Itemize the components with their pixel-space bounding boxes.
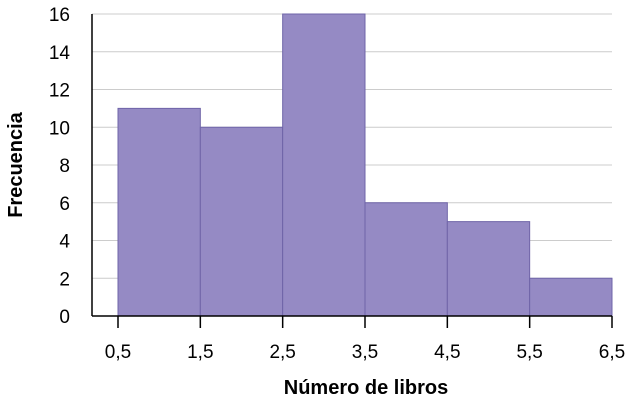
x-axis-title: Número de libros xyxy=(284,377,448,399)
x-tick-label: 4,5 xyxy=(434,342,460,363)
y-tick-label: 16 xyxy=(49,5,70,26)
x-tick-label: 1,5 xyxy=(187,342,213,363)
axes xyxy=(91,14,612,317)
x-tick-label: 3,5 xyxy=(352,342,378,363)
y-tick-labels: 0 2 4 6 8 10 12 14 16 xyxy=(49,5,71,328)
x-tick-label: 5,5 xyxy=(516,342,542,363)
y-tick-label: 12 xyxy=(49,81,70,102)
y-tick-label: 8 xyxy=(59,156,70,177)
y-tick-label: 0 xyxy=(59,307,70,328)
bars xyxy=(117,13,613,317)
histogram-bar xyxy=(199,126,284,317)
y-tick-label: 4 xyxy=(59,232,70,253)
y-tick-label: 10 xyxy=(49,118,70,139)
x-tick-labels: 0,5 1,5 2,5 3,5 4,5 5,5 6,5 xyxy=(105,316,625,363)
histogram-bar xyxy=(446,221,531,317)
histogram-bar xyxy=(364,202,448,317)
histogram-bar xyxy=(117,107,201,317)
x-tick-label: 6,5 xyxy=(599,342,625,363)
x-tick-label: 2,5 xyxy=(269,342,295,363)
y-tick-label: 2 xyxy=(59,269,70,290)
y-tick-label: 14 xyxy=(49,43,71,64)
y-axis-title: Frecuencia xyxy=(5,111,27,217)
y-tick-label: 6 xyxy=(59,194,70,215)
x-tick-label: 0,5 xyxy=(105,342,131,363)
histogram-bar xyxy=(282,13,366,317)
histogram-bar xyxy=(529,277,613,317)
